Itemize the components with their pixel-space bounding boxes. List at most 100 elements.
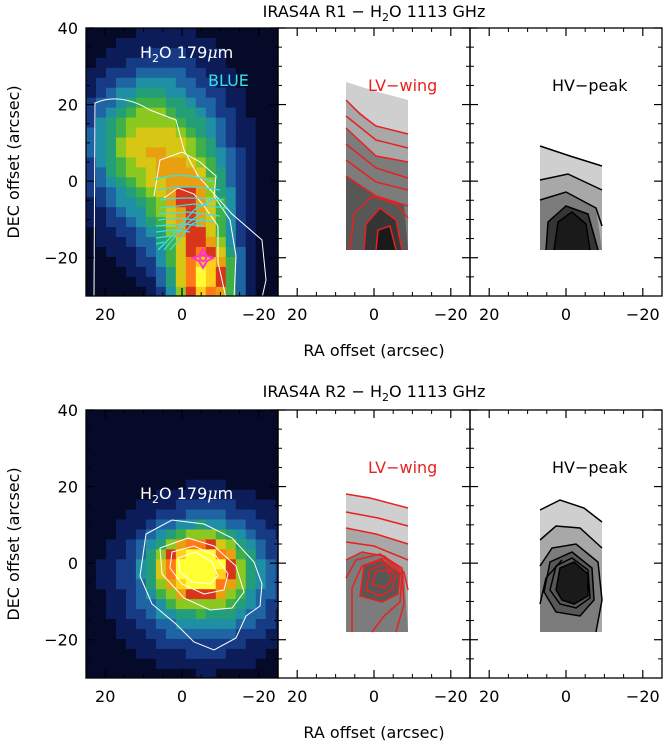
heatmap-cell xyxy=(165,439,177,451)
heatmap-cell xyxy=(195,256,207,268)
heatmap-cell xyxy=(86,167,97,178)
heatmap-cell xyxy=(255,628,267,640)
heatmap-cell xyxy=(255,648,267,660)
heatmap-cell xyxy=(245,227,257,238)
heatmap-cell xyxy=(275,28,278,39)
heatmap-cell xyxy=(86,589,97,600)
ticks-2: 20 0 −20 40 20 0 −20 20 0 −20 20 0 −20 xyxy=(44,401,663,706)
heatmap-cell xyxy=(115,187,127,198)
heatmap-cell xyxy=(235,177,247,188)
heatmap-cell xyxy=(255,539,267,550)
map-panel-2 xyxy=(86,410,297,678)
heatmap-cell xyxy=(275,227,278,238)
x-tick-label: 20 xyxy=(287,687,307,706)
heatmap-cell xyxy=(175,276,187,288)
heatmap-cell xyxy=(105,429,117,441)
heatmap-cell xyxy=(275,410,278,421)
heatmap-cell xyxy=(195,57,207,69)
heatmap-cell xyxy=(135,509,147,521)
heatmap-cell xyxy=(235,449,247,461)
heatmap-cell xyxy=(175,246,187,258)
heatmap-cell xyxy=(205,97,217,109)
heatmap-cell xyxy=(225,449,237,461)
heatmap-cell xyxy=(135,177,147,188)
heatmap-cell xyxy=(215,519,227,531)
heatmap-cell xyxy=(225,57,237,69)
heatmap-cell xyxy=(165,37,177,49)
heatmap-cell xyxy=(265,658,277,670)
heatmap-cell xyxy=(175,177,187,188)
heatmap-cell xyxy=(205,419,217,431)
heatmap-cell xyxy=(175,449,187,461)
heatmap-cell xyxy=(286,549,297,560)
heatmap-cell xyxy=(86,28,97,39)
heatmap-cell xyxy=(235,256,247,268)
heatmap-cell xyxy=(175,638,187,650)
heatmap-cell xyxy=(135,57,147,69)
heatmap-cell xyxy=(165,197,177,208)
heatmap-cell xyxy=(235,559,247,570)
heatmap-cell xyxy=(95,67,107,79)
heatmap-cell xyxy=(145,559,157,570)
heatmap-cell xyxy=(135,658,147,670)
heatmap-cell xyxy=(175,28,187,39)
heatmap-cell xyxy=(155,97,167,109)
heatmap-cell xyxy=(115,489,127,501)
heatmap-cell xyxy=(205,227,217,238)
heatmap-cell xyxy=(195,47,207,59)
heatmap-cell xyxy=(245,286,257,296)
heatmap-cell xyxy=(165,207,177,218)
heatmap-cell xyxy=(185,569,197,580)
heatmap-cell xyxy=(185,519,197,531)
heatmap-cell xyxy=(155,579,167,590)
heatmap-cell xyxy=(145,266,157,278)
heatmap-cell xyxy=(255,529,267,540)
heatmap-cell xyxy=(185,499,197,511)
heatmap-cell xyxy=(135,589,147,600)
heatmap-cell xyxy=(86,197,97,208)
heatmap-cell xyxy=(145,187,157,198)
heatmap-cell xyxy=(195,429,207,441)
heatmap-cell xyxy=(235,187,247,198)
heatmap-cell xyxy=(95,157,107,168)
heatmap-cell xyxy=(155,187,167,198)
heatmap-cell xyxy=(135,429,147,441)
heatmap-cell xyxy=(286,410,297,421)
heatmap-cell xyxy=(255,37,267,49)
heatmap-cell xyxy=(145,177,157,188)
heatmap-cell xyxy=(115,147,127,158)
heatmap-cell xyxy=(235,429,247,441)
heatmap-cell xyxy=(115,459,127,471)
heatmap-cell xyxy=(156,297,167,308)
heatmap-cell xyxy=(205,410,217,421)
heatmap-cell xyxy=(165,87,177,99)
heatmap-cell xyxy=(286,619,297,630)
heatmap-cell xyxy=(225,237,237,248)
heatmap-cell xyxy=(235,127,247,139)
heatmap-cell xyxy=(155,429,167,441)
heatmap-cell xyxy=(95,47,107,59)
heatmap-cell xyxy=(105,167,117,178)
heatmap-cell xyxy=(255,157,267,168)
heatmap-cell xyxy=(105,28,117,39)
heatmap-cell xyxy=(275,187,278,198)
heatmap-cell xyxy=(115,37,127,49)
heatmap-cell xyxy=(155,459,167,471)
heatmap-cell xyxy=(155,127,167,139)
heatmap-cell xyxy=(245,509,257,521)
heatmap-cell xyxy=(145,117,157,129)
heatmap-cell xyxy=(125,187,137,198)
heatmap-cell xyxy=(245,668,257,678)
heatmap-cell xyxy=(205,37,217,49)
heatmap-cell xyxy=(225,529,237,540)
heatmap-cell xyxy=(135,246,147,258)
heatmap-cell xyxy=(175,117,187,129)
heatmap-cell xyxy=(185,668,197,678)
heatmap-cell xyxy=(135,256,147,268)
y-tick-label: 40 xyxy=(58,401,78,420)
heatmap-cell xyxy=(205,668,217,678)
heatmap-cell xyxy=(275,579,278,590)
heatmap-cell xyxy=(135,609,147,620)
heatmap-cell xyxy=(275,589,278,600)
lv-contours-2 xyxy=(345,493,409,633)
